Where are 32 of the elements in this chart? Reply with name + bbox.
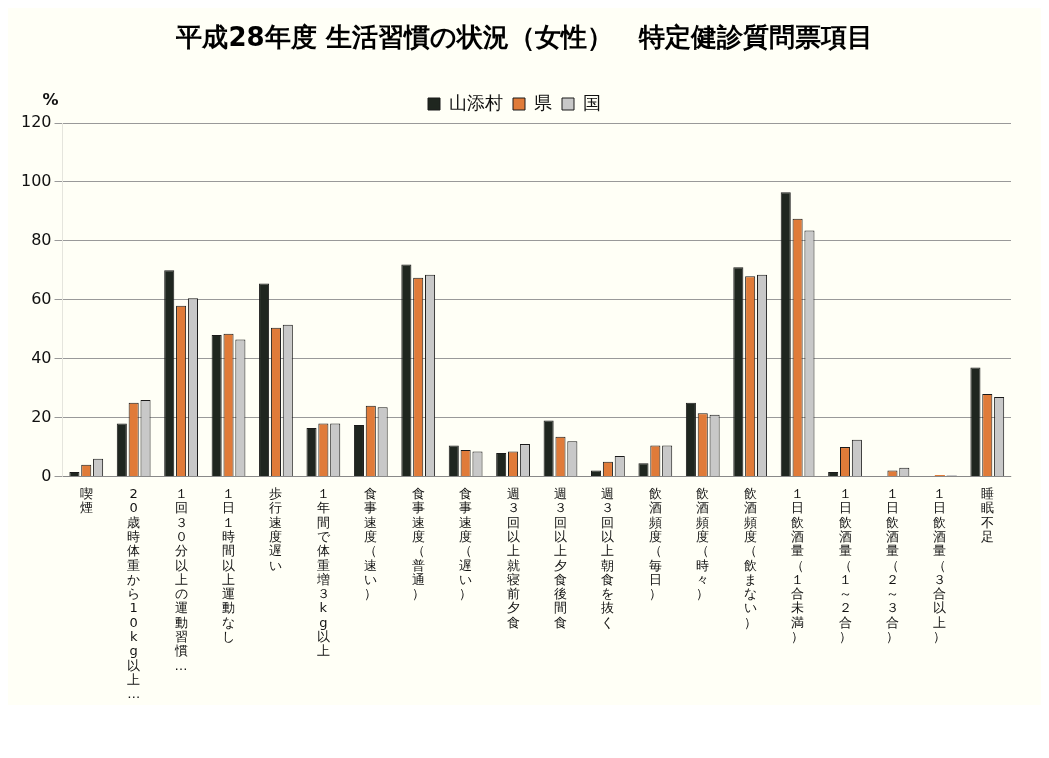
category-label: 週３回以上夕食後間食 (553, 486, 567, 630)
y-tick-label: 100 (20, 171, 52, 191)
y-tick-label: 60 (31, 289, 52, 308)
category-label: １年間で体重増３kg以上 (316, 486, 330, 659)
category-label: 飲酒頻度（飲まない） (743, 486, 757, 630)
x-tick-label: 歩行速度遅い (269, 486, 283, 573)
legend-label: 国 (583, 91, 601, 113)
legend-label: 山添村 (449, 91, 503, 113)
category-label: １日１時間以上運動なし (222, 486, 236, 645)
y-axis-title: % (42, 90, 59, 110)
legend-label: 県 (534, 91, 552, 113)
category-label: 週３回以上就寝前夕食 (506, 486, 520, 630)
chart-title: 平成28年度 生活習慣の状況（女性） 特定健診質問票項目 (175, 21, 874, 54)
category-label: １日飲酒量（１合未満） (791, 486, 805, 645)
y-tick-label: 80 (31, 230, 52, 250)
category-label: １日飲酒量（３合以上） (933, 486, 947, 645)
x-tick-label: 食事速度（速い） (364, 486, 378, 602)
category-label: １回３０分以上の運動習慣… (174, 486, 188, 673)
y-tick-label: 0 (41, 465, 52, 485)
category-label: １日飲酒量（２～３合） (885, 486, 899, 645)
x-tick-label: 食事速度（遅い） (459, 486, 473, 602)
x-tick-label: 食事速度（普通） (411, 486, 425, 602)
y-tick-label: 20 (31, 406, 52, 426)
category-label: 20歳時体重から10kg以上… (127, 486, 141, 702)
x-tick-label: 飲酒頻度（毎日） (648, 486, 662, 602)
y-tick-label: 120 (20, 112, 52, 132)
category-label: １日飲酒量（１～２合） (838, 486, 852, 645)
x-tick-label: 睡眠不足 (980, 486, 994, 545)
x-tick-label: 飲酒頻度（時々） (696, 486, 710, 602)
y-tick-label: 40 (31, 347, 52, 367)
x-tick-label: 喫煙 (79, 486, 93, 516)
category-label: 週３回以上朝食を抜く (601, 486, 615, 630)
